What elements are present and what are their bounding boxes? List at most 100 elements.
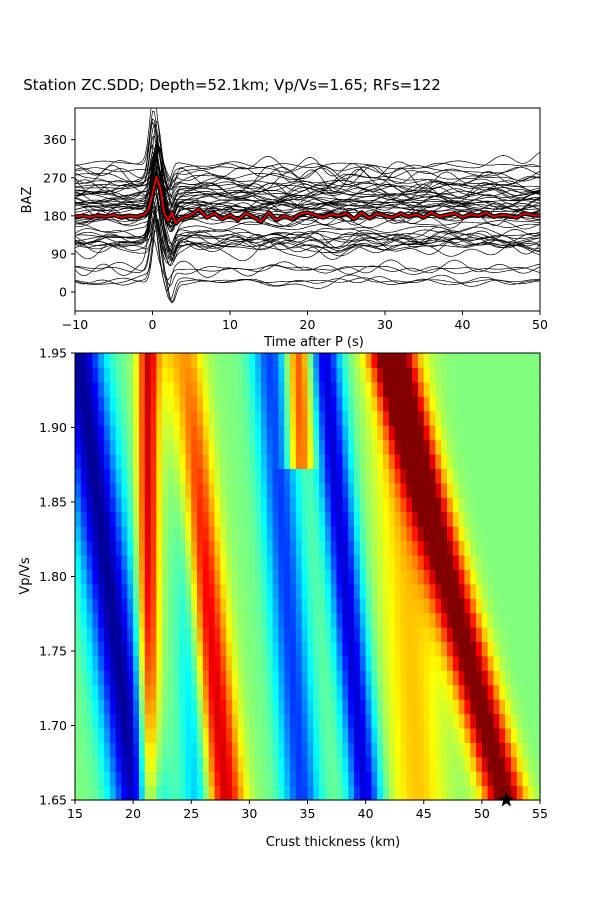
heatmap-cell: [441, 540, 448, 556]
heatmap-cell: [441, 641, 448, 657]
heatmap-cell: [499, 367, 506, 383]
heatmap-cell: [493, 612, 500, 628]
heatmap-cell: [220, 353, 227, 369]
heatmap-cell: [313, 468, 320, 484]
heatmap-cell: [168, 353, 175, 369]
heatmap-cell: [185, 353, 192, 369]
heatmap-cell: [522, 381, 529, 397]
heatmap-cell: [348, 497, 355, 513]
heatmap-cell: [156, 583, 163, 599]
heatmap-cell: [255, 756, 262, 772]
rf-trace: [75, 149, 540, 196]
heatmap-cell: [429, 410, 436, 426]
heatmap-cell: [266, 612, 274, 628]
heatmap-cell: [319, 367, 326, 383]
heatmap-cell: [255, 612, 262, 628]
heatmap-cell: [470, 526, 477, 542]
heatmap-cell: [104, 410, 111, 426]
heatmap-cell: [324, 655, 332, 671]
heatmap-cell: [156, 439, 163, 455]
heatmap-cell: [400, 482, 407, 498]
heatmap-cell: [75, 771, 82, 787]
heatmap-cell: [295, 526, 303, 542]
heatmap-cell: [133, 742, 140, 758]
heatmap-cell: [470, 569, 477, 585]
heatmap-cell: [109, 771, 117, 787]
x-tick-label: −10: [62, 317, 88, 332]
heatmap-cell: [487, 381, 495, 397]
heatmap-cell: [133, 425, 140, 441]
heatmap-cell: [377, 684, 384, 700]
heatmap-cell: [191, 381, 198, 397]
heatmap-cell: [423, 367, 431, 383]
heatmap-cell: [173, 497, 181, 513]
heatmap-cell: [383, 727, 390, 743]
heatmap-cell: [301, 699, 309, 715]
heatmap-cell: [377, 353, 384, 369]
heatmap-cell: [290, 699, 297, 715]
heatmap-cell: [231, 526, 239, 542]
heatmap-cell: [214, 785, 221, 801]
heatmap-cell: [109, 655, 117, 671]
rf-trace: [75, 175, 540, 246]
heatmap-cell: [214, 381, 221, 397]
heatmap-cell: [388, 699, 396, 715]
heatmap-cell: [383, 367, 390, 383]
heatmap-cell: [168, 439, 175, 455]
heatmap-cell: [493, 396, 500, 412]
heatmap-cell: [121, 511, 128, 527]
heatmap-cell: [301, 353, 309, 369]
heatmap-cell: [400, 381, 407, 397]
heatmap-cell: [319, 612, 326, 628]
heatmap-cell: [75, 353, 82, 369]
heatmap-cell: [371, 511, 378, 527]
heatmap-cell: [348, 381, 355, 397]
heatmap-cell: [191, 699, 198, 715]
heatmap-cell: [109, 641, 117, 657]
y-tick-label: 1.95: [39, 346, 67, 361]
heatmap-cell: [499, 785, 506, 801]
heatmap-cell: [365, 612, 373, 628]
heatmap-cell: [75, 511, 82, 527]
heatmap-cell: [383, 583, 390, 599]
heatmap-cell: [162, 713, 169, 729]
heatmap-cell: [237, 713, 245, 729]
heatmap-cell: [173, 684, 181, 700]
heatmap-cell: [383, 410, 390, 426]
heatmap-cell: [301, 540, 309, 556]
heatmap-cell: [359, 367, 367, 383]
heatmap-cell: [278, 410, 285, 426]
heatmap-cell: [220, 641, 227, 657]
heatmap-cell: [464, 626, 471, 642]
heatmap-cell: [197, 742, 204, 758]
heatmap-cell: [307, 771, 314, 787]
heatmap-cell: [179, 641, 187, 657]
heatmap-cell: [510, 425, 518, 441]
heatmap-cell: [156, 425, 163, 441]
heatmap-cell: [534, 497, 541, 513]
heatmap-cell: [261, 756, 268, 772]
heatmap-cell: [510, 699, 518, 715]
heatmap-cell: [319, 655, 326, 671]
heatmap-cell: [348, 713, 355, 729]
heatmap-cell: [359, 540, 367, 556]
heatmap-cell: [86, 540, 94, 556]
heatmap-cell: [191, 756, 198, 772]
heatmap-cell: [324, 410, 332, 426]
heatmap-cell: [185, 771, 192, 787]
heatmap-cell: [255, 410, 262, 426]
heatmap-cell: [423, 612, 431, 628]
heatmap-cell: [191, 396, 198, 412]
heatmap-cell: [173, 569, 181, 585]
heatmap-cell: [470, 439, 477, 455]
heatmap-cell: [336, 381, 343, 397]
heatmap-cell: [144, 540, 152, 556]
heatmap-cell: [133, 453, 140, 469]
heatmap-cell: [313, 670, 320, 686]
heatmap-cell: [80, 612, 88, 628]
heatmap-cell: [191, 641, 198, 657]
heatmap-cell: [464, 742, 471, 758]
heatmap-cell: [447, 626, 454, 642]
heatmap-cell: [359, 771, 367, 787]
heatmap-cell: [202, 367, 210, 383]
